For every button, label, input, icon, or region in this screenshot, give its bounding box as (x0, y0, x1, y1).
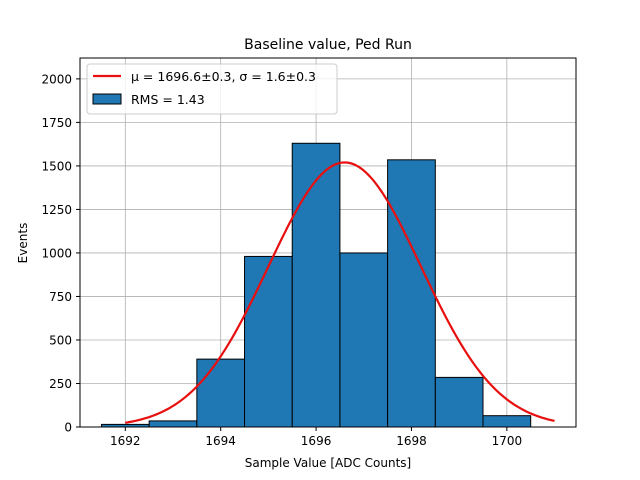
plot-frame (79, 57, 577, 428)
legend-hist-label: RMS = 1.43 (131, 92, 205, 107)
y-axis-label: Events (16, 223, 30, 264)
histogram-bar (339, 252, 389, 428)
histogram-bar (148, 420, 198, 428)
x-tick-label: 1696 (301, 434, 332, 448)
chart-title: Baseline value, Ped Run (244, 37, 412, 53)
histogram-bar (434, 376, 484, 428)
histogram-bar (387, 159, 436, 428)
histogram-bar (291, 142, 341, 428)
y-tick-label: 1500 (41, 159, 72, 173)
y-tick-label: 2000 (41, 72, 72, 86)
y-tick-label: 1250 (41, 203, 72, 217)
histogram-bar (244, 255, 293, 428)
x-tick-label: 1694 (205, 434, 236, 448)
legend-box (86, 63, 338, 115)
legend-fit-label: μ = 1696.6±0.3, σ = 1.6±0.3 (131, 69, 316, 84)
y-tick-label: 0 (64, 421, 72, 435)
y-tick-label: 1000 (41, 246, 72, 260)
legend: μ = 1696.6±0.3, σ = 1.6±0.3 RMS = 1.43 (86, 63, 338, 115)
histogram-bar (196, 358, 246, 428)
y-tick-label: 250 (49, 377, 72, 391)
histogram-bar (482, 415, 532, 428)
histogram-bars (100, 142, 532, 428)
y-tick-label: 500 (49, 333, 72, 347)
x-tick-label: 1698 (396, 434, 427, 448)
gaussian-fit-curve (125, 161, 555, 424)
x-tick-label: 1700 (492, 434, 523, 448)
y-tick-label: 750 (49, 290, 72, 304)
x-axis-label: Sample Value [ADC Counts] (245, 456, 411, 470)
x-tick-label: 1692 (110, 434, 141, 448)
y-tick-label: 1750 (41, 116, 72, 130)
legend-hist-swatch (92, 93, 122, 105)
axis-ticks: 1692 1694 1696 1698 1700 0 250 500 750 1000 1250 15… (41, 72, 522, 448)
